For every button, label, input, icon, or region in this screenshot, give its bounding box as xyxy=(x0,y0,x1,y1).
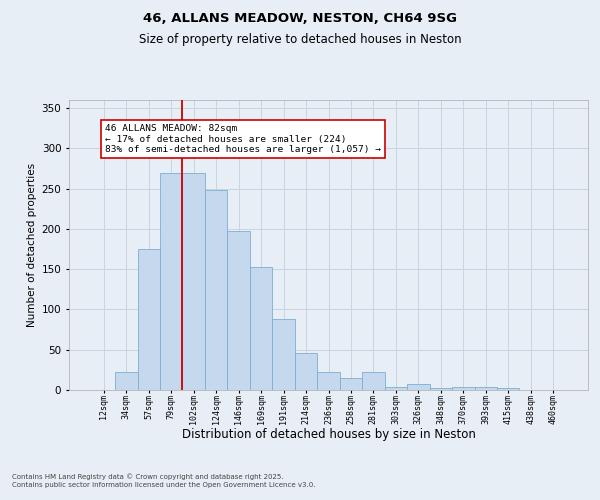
Bar xyxy=(182,172,205,390)
Bar xyxy=(475,387,497,390)
Bar xyxy=(317,372,340,390)
Bar xyxy=(362,372,385,390)
Bar xyxy=(430,388,452,390)
Bar xyxy=(160,172,182,390)
Y-axis label: Number of detached properties: Number of detached properties xyxy=(28,163,37,327)
Bar xyxy=(295,353,317,390)
Bar xyxy=(452,387,475,390)
X-axis label: Distribution of detached houses by size in Neston: Distribution of detached houses by size … xyxy=(182,428,475,442)
Bar xyxy=(115,372,137,390)
Bar xyxy=(272,319,295,390)
Bar xyxy=(340,378,362,390)
Bar xyxy=(385,387,407,390)
Text: 46, ALLANS MEADOW, NESTON, CH64 9SG: 46, ALLANS MEADOW, NESTON, CH64 9SG xyxy=(143,12,457,26)
Bar xyxy=(205,190,227,390)
Bar xyxy=(250,267,272,390)
Bar xyxy=(137,249,160,390)
Bar xyxy=(407,384,430,390)
Text: 46 ALLANS MEADOW: 82sqm
← 17% of detached houses are smaller (224)
83% of semi-d: 46 ALLANS MEADOW: 82sqm ← 17% of detache… xyxy=(105,124,381,154)
Text: Size of property relative to detached houses in Neston: Size of property relative to detached ho… xyxy=(139,32,461,46)
Text: Contains HM Land Registry data © Crown copyright and database right 2025.
Contai: Contains HM Land Registry data © Crown c… xyxy=(12,474,316,488)
Bar xyxy=(227,230,250,390)
Bar xyxy=(497,388,520,390)
